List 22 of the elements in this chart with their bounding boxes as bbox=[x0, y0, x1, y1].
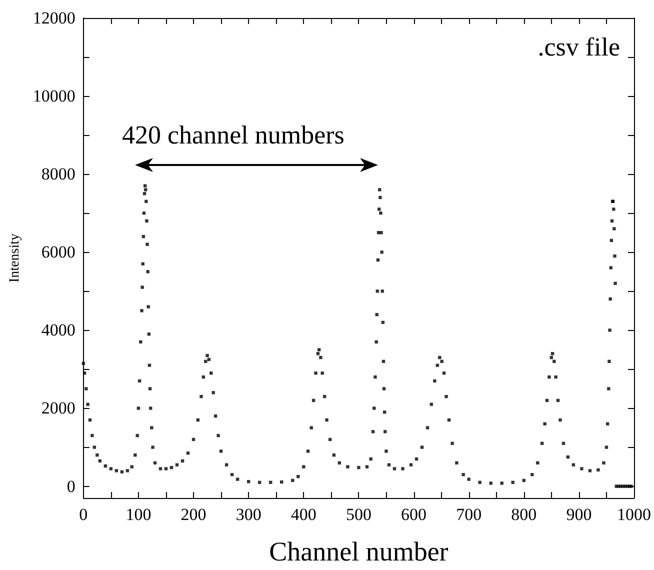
y-tick-label: 10000 bbox=[32, 86, 76, 106]
y-tick-label: 2000 bbox=[41, 398, 76, 418]
y-tick-label: 6000 bbox=[41, 242, 76, 262]
y-tick-label: 0 bbox=[66, 476, 76, 496]
y-tick-label: 12000 bbox=[32, 8, 76, 28]
annotation: .csv file bbox=[538, 32, 620, 62]
x-axis-title: Channel number bbox=[269, 536, 448, 566]
y-axis-title: Intensity bbox=[8, 234, 22, 282]
y-tick-label: 4000 bbox=[41, 320, 76, 340]
x-tick-label: 200 bbox=[180, 505, 206, 524]
annotation: 420 channel numbers bbox=[122, 120, 344, 150]
x-tick-label: 400 bbox=[290, 505, 316, 524]
x-tick-label: 900 bbox=[566, 505, 592, 524]
x-tick-label: 700 bbox=[456, 505, 482, 524]
x-tick-label: 300 bbox=[236, 505, 262, 524]
x-tick-label: 1000 bbox=[617, 505, 651, 524]
x-tick-label: 0 bbox=[79, 505, 88, 524]
x-tick-label: 500 bbox=[346, 505, 372, 524]
x-tick-label: 100 bbox=[126, 505, 152, 524]
x-tick-label: 800 bbox=[511, 505, 537, 524]
y-tick-label: 8000 bbox=[41, 164, 76, 184]
x-tick-label: 600 bbox=[401, 505, 427, 524]
